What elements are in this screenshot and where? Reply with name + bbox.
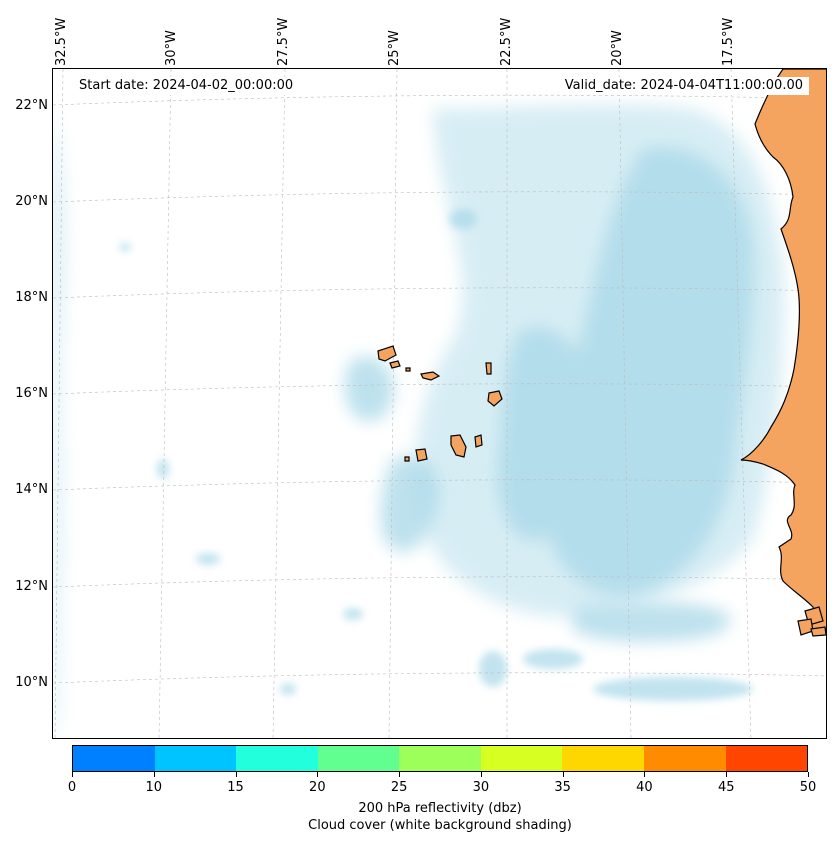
colorbar-tick bbox=[480, 772, 482, 777]
gridline-lon-25w bbox=[388, 69, 398, 738]
colorbar-label-reflectivity: 200 hPa reflectivity (dbz) bbox=[358, 801, 522, 816]
lat-label-10n: 10°N bbox=[15, 675, 48, 690]
colorbar-tick-label: 40 bbox=[636, 780, 653, 795]
colorbar-segment-3 bbox=[317, 746, 400, 771]
colorbar-label-cloud-cover: Cloud cover (white background shading) bbox=[308, 818, 572, 833]
gridline-lat-14n bbox=[53, 479, 826, 491]
colorbar-tick-label: 20 bbox=[309, 780, 326, 795]
island-sao-nicolau bbox=[420, 371, 441, 381]
colorbar-segment-0 bbox=[73, 746, 155, 771]
map-panel bbox=[52, 68, 827, 739]
coastal-island-3 bbox=[810, 626, 826, 637]
colorbar-tick bbox=[644, 772, 646, 777]
gridline-lon-32-5w bbox=[54, 69, 64, 738]
lon-label-30w: 30°W bbox=[164, 30, 179, 66]
lat-label-18n: 18°N bbox=[15, 290, 48, 305]
lat-label-14n: 14°N bbox=[15, 482, 48, 497]
colorbar-tick-label: 10 bbox=[145, 780, 163, 795]
colorbar-segment-5 bbox=[480, 746, 563, 771]
colorbar-tick-label: 0 bbox=[67, 780, 77, 795]
lon-label-27-5w: 27.5°W bbox=[276, 17, 291, 66]
colorbar-tick-label: 35 bbox=[554, 780, 571, 795]
colorbar-segment-2 bbox=[236, 746, 318, 771]
colorbar-segment-8 bbox=[725, 746, 808, 771]
colorbar-tick-label: 30 bbox=[472, 780, 490, 795]
colorbar-tick-label: 25 bbox=[390, 780, 408, 795]
lat-label-16n: 16°N bbox=[15, 386, 48, 401]
gridline-lat-18n bbox=[53, 287, 826, 299]
valid-date-annotation: Valid_date: 2024-04-04T11:00:00.00 bbox=[558, 77, 809, 95]
island-sal bbox=[485, 362, 492, 375]
gridline-lon-27-5w bbox=[272, 69, 286, 738]
lat-label-12n: 12°N bbox=[15, 579, 48, 594]
colorbar-tick-label: 45 bbox=[717, 780, 735, 795]
lon-label-25w: 25°W bbox=[387, 30, 402, 66]
colorbar-segment-6 bbox=[562, 746, 644, 771]
gridline-lat-10n bbox=[53, 672, 826, 684]
gridline-lat-12n bbox=[53, 576, 826, 588]
african-coastline bbox=[740, 69, 826, 630]
colorbar-tick bbox=[726, 772, 728, 777]
island-santiago bbox=[450, 434, 467, 458]
cloud-cover-shading bbox=[53, 104, 784, 738]
colorbar-tick bbox=[72, 772, 73, 777]
gridline-lon-17-5w bbox=[730, 69, 752, 738]
island-santo-antao bbox=[377, 345, 397, 362]
lon-label-22-5w: 22.5°W bbox=[499, 17, 514, 66]
map-canvas bbox=[53, 69, 826, 738]
colorbar-tick bbox=[562, 772, 564, 777]
island-santa-luzia bbox=[405, 367, 411, 372]
lon-label-17-5w: 17.5°W bbox=[721, 17, 736, 66]
island-sao-vicente bbox=[389, 360, 401, 369]
lon-label-32-5w: 32.5°W bbox=[54, 17, 69, 66]
island-brava bbox=[404, 456, 410, 462]
colorbar-tick bbox=[317, 772, 319, 777]
island-fogo bbox=[415, 448, 428, 462]
gridline-lon-30w bbox=[158, 69, 172, 738]
lon-label-20w: 20°W bbox=[610, 30, 625, 66]
colorbar bbox=[72, 745, 808, 772]
gridlines bbox=[53, 69, 826, 738]
colorbar-tick-label: 50 bbox=[799, 780, 817, 795]
colorbar-tick bbox=[808, 772, 809, 777]
coastal-island-2 bbox=[797, 618, 814, 636]
start-date-annotation: Start date: 2024-04-02_00:00:00 bbox=[73, 77, 300, 95]
island-maio bbox=[474, 434, 483, 448]
lat-label-22n: 22°N bbox=[15, 98, 48, 113]
colorbar-tick bbox=[235, 772, 237, 777]
colorbar-segment-4 bbox=[399, 746, 481, 771]
lat-label-20n: 20°N bbox=[15, 194, 48, 209]
colorbar-tick bbox=[399, 772, 401, 777]
island-boa-vista bbox=[487, 390, 503, 407]
colorbar-segment-7 bbox=[643, 746, 726, 771]
gridline-lon-20w bbox=[618, 69, 632, 738]
colorbar-tick bbox=[153, 772, 155, 777]
cape-verde-islands bbox=[377, 345, 503, 462]
gridline-lat-16n bbox=[53, 383, 826, 395]
gridline-lat-20n bbox=[53, 191, 826, 203]
gridline-lat-22n bbox=[53, 94, 826, 106]
colorbar-tick-label: 15 bbox=[227, 780, 244, 795]
colorbar-segment-1 bbox=[154, 746, 237, 771]
